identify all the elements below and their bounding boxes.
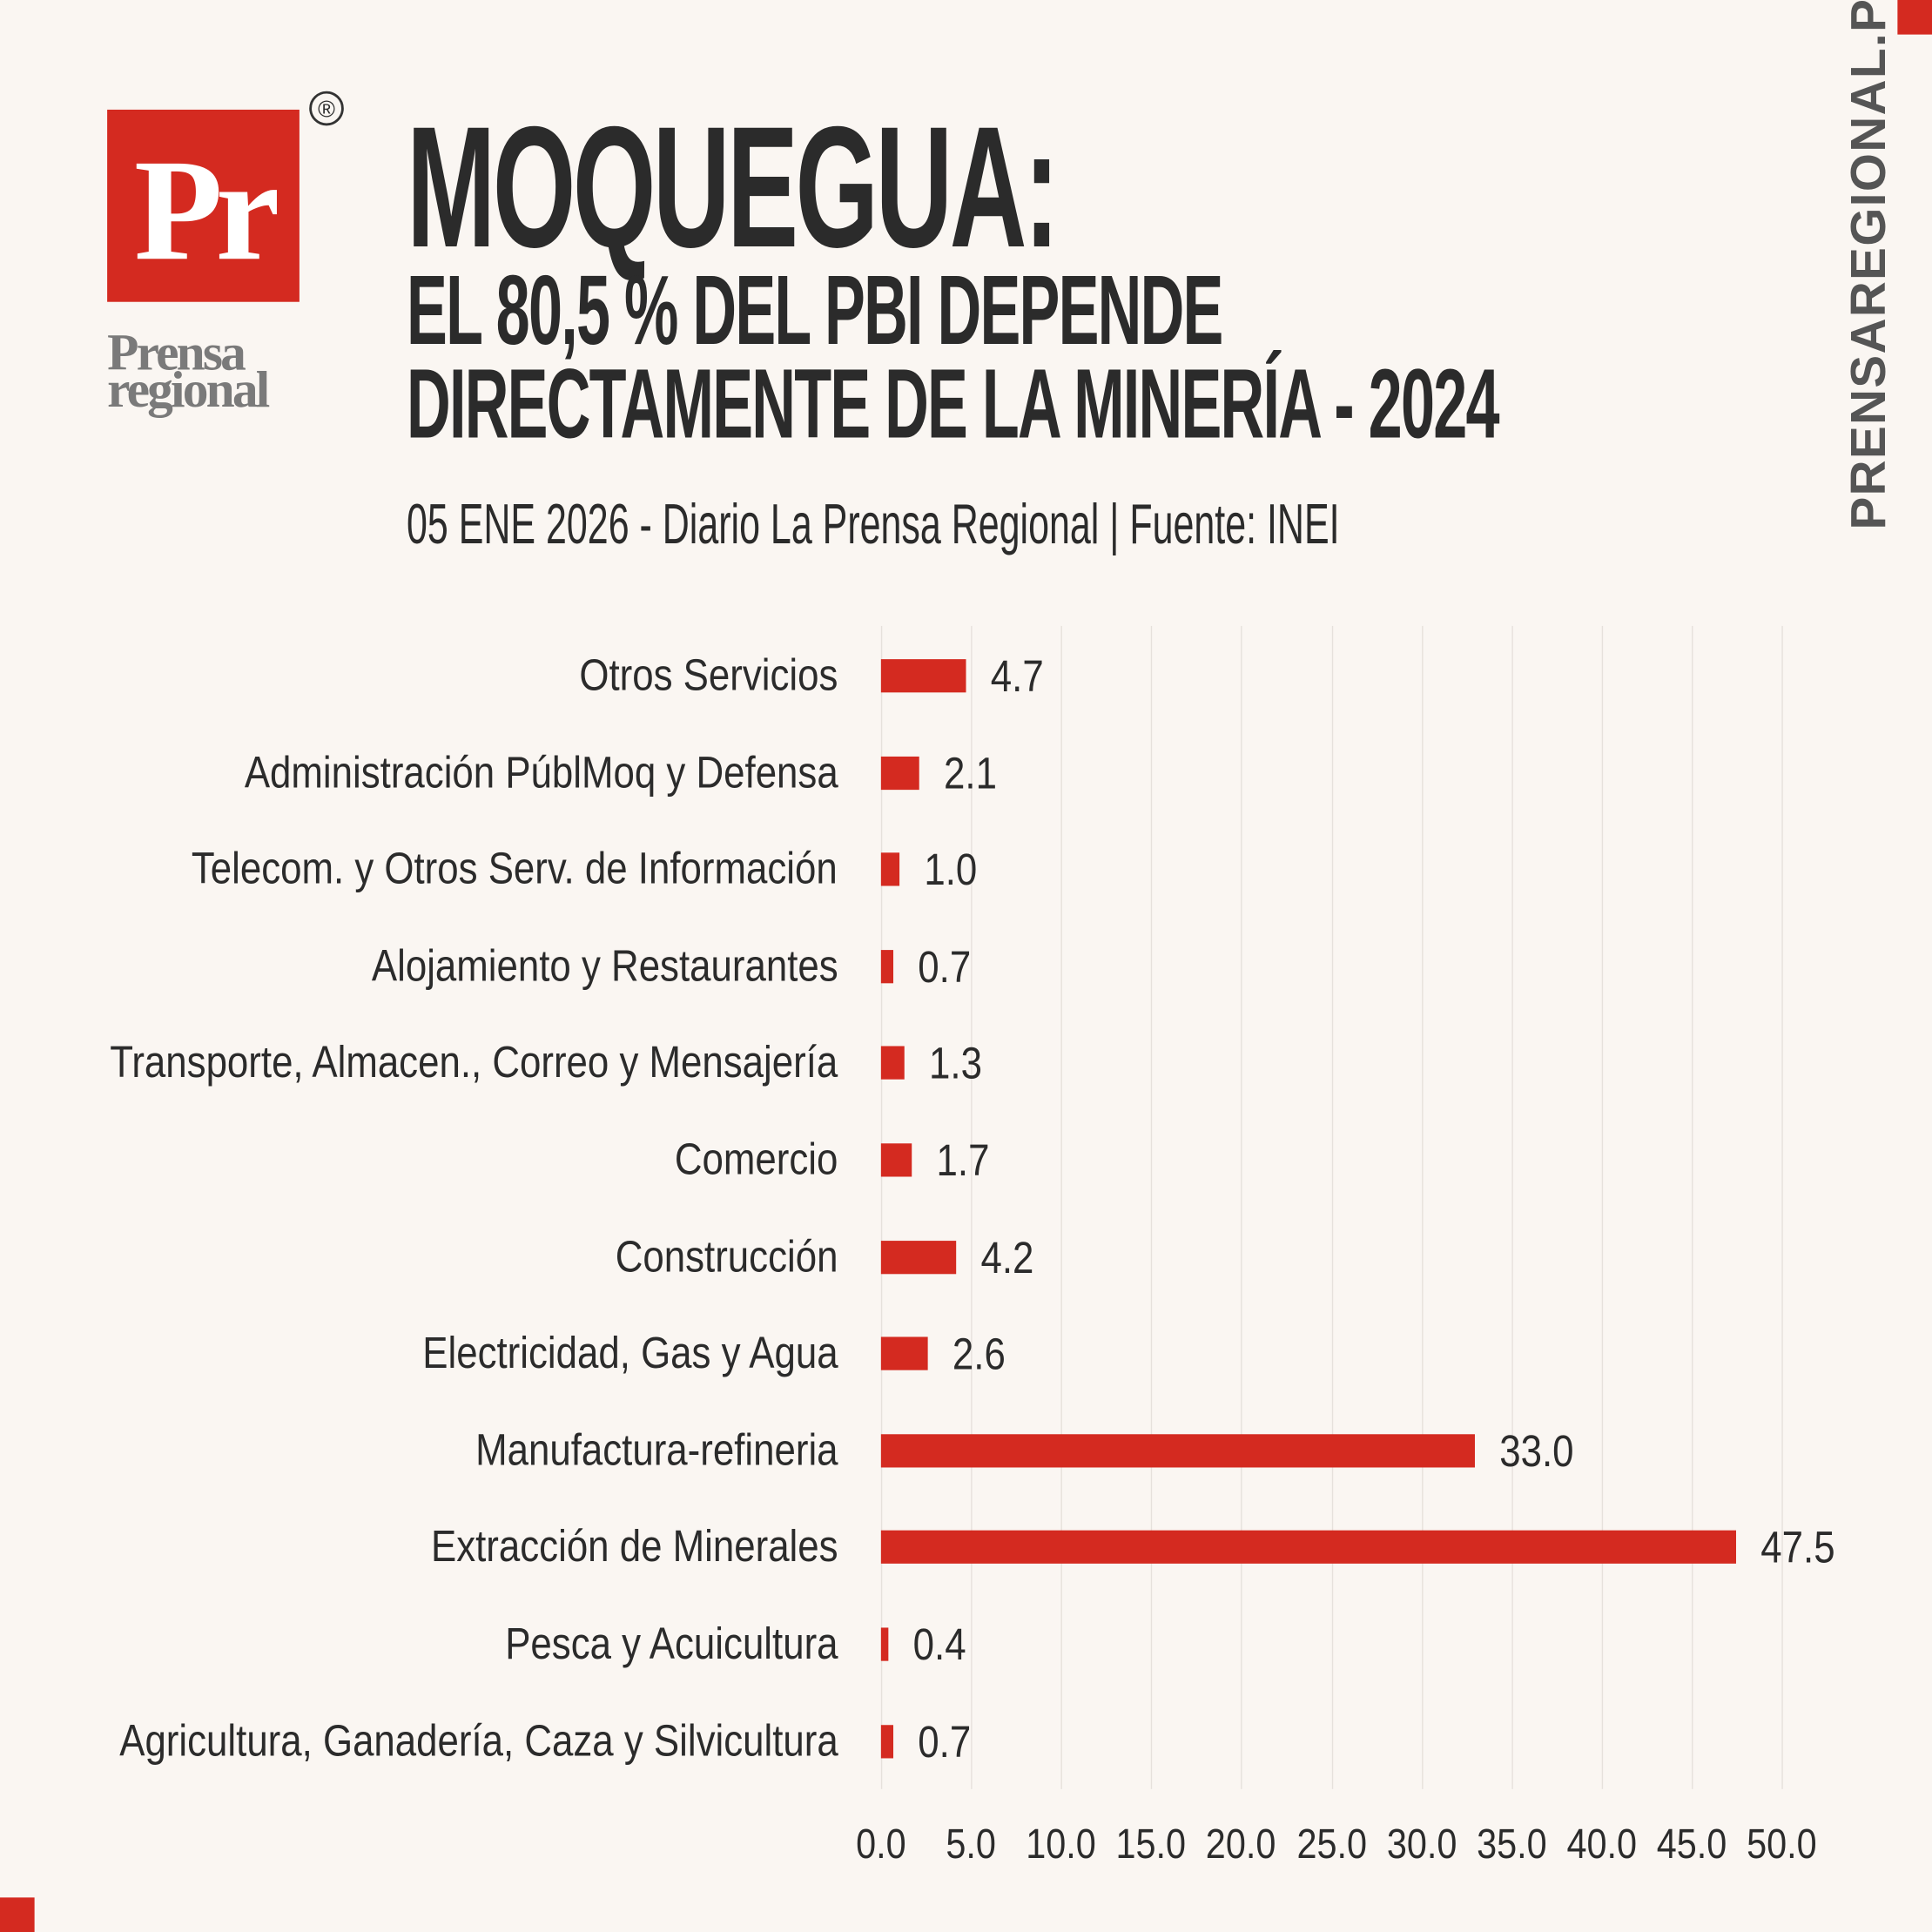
value-label: 4.7 xyxy=(990,650,1044,702)
gridline xyxy=(1601,625,1603,1789)
subtitle-line-1: EL 80,5 % DEL PBI DEPENDE xyxy=(407,254,1223,365)
category-label: Administración PúblMoq y Defensa xyxy=(244,746,838,798)
category-label: Otros Servicios xyxy=(579,649,838,700)
x-tick-label: 45.0 xyxy=(1656,1821,1727,1868)
x-tick-label: 25.0 xyxy=(1296,1821,1367,1868)
x-tick-label: 0.0 xyxy=(856,1821,906,1868)
value-label: 47.5 xyxy=(1760,1522,1836,1573)
subtitle-line-2: DIRECTAMENTE DE LA MINERÍA - 2024 xyxy=(407,348,1500,459)
bar xyxy=(880,1143,912,1177)
logo-text: Pr xyxy=(133,129,280,291)
registered-mark: ® xyxy=(309,91,344,126)
category-label: Extracción de Minerales xyxy=(430,1520,838,1572)
gridline xyxy=(1691,625,1693,1789)
gridline xyxy=(1511,625,1513,1789)
gridline xyxy=(1060,625,1063,1789)
gridline xyxy=(1781,625,1783,1789)
page-title: MOQUEGUA: xyxy=(407,90,1060,284)
bar xyxy=(880,1531,1737,1565)
value-label: 2.1 xyxy=(943,747,997,798)
category-label: Manufactura-refineria xyxy=(475,1424,838,1475)
category-label: Alojamiento y Restaurantes xyxy=(371,939,838,991)
gridline xyxy=(880,625,883,1789)
value-label: 2.6 xyxy=(952,1328,1006,1379)
bar xyxy=(880,1240,957,1274)
x-tick-label: 40.0 xyxy=(1566,1821,1637,1868)
dateline: 05 ENE 2026 - Diario La Prensa Regional … xyxy=(407,491,1340,556)
gridline xyxy=(971,625,973,1789)
value-label: 1.3 xyxy=(929,1038,982,1089)
corner-square-bottom-left xyxy=(0,1897,35,1932)
value-label: 1.7 xyxy=(936,1134,990,1186)
bar xyxy=(880,1047,905,1080)
bar xyxy=(880,1336,928,1370)
category-label: Pesca y Acuicultura xyxy=(504,1618,838,1669)
x-tick-label: 20.0 xyxy=(1206,1821,1276,1868)
value-label: 0.4 xyxy=(912,1619,966,1670)
x-tick-label: 35.0 xyxy=(1476,1821,1547,1868)
category-label: Agricultura, Ganadería, Caza y Silvicult… xyxy=(118,1714,838,1766)
gridline xyxy=(1421,625,1423,1789)
x-tick-label: 5.0 xyxy=(946,1821,997,1868)
category-label: Transporte, Almacen., Correo y Mensajerí… xyxy=(110,1036,838,1087)
bar xyxy=(880,1724,894,1758)
x-tick-label: 50.0 xyxy=(1747,1821,1817,1868)
bar xyxy=(880,1433,1476,1468)
x-tick-label: 15.0 xyxy=(1115,1821,1187,1868)
gridline xyxy=(1151,625,1153,1789)
gridline xyxy=(1331,625,1333,1789)
bar xyxy=(880,756,919,790)
category-label: Construcción xyxy=(615,1230,838,1282)
x-tick-label: 10.0 xyxy=(1026,1821,1097,1868)
bar xyxy=(880,852,899,886)
logo: Pr xyxy=(107,109,300,302)
x-tick-label: 30.0 xyxy=(1386,1821,1457,1868)
bar xyxy=(880,1627,889,1661)
bar xyxy=(880,659,966,693)
corner-square-top-right xyxy=(1897,0,1932,35)
value-label: 4.2 xyxy=(981,1231,1034,1282)
bar xyxy=(880,949,894,984)
category-label: Telecom. y Otros Serv. de Información xyxy=(192,843,838,894)
category-label: Electricidad, Gas y Agua xyxy=(421,1327,838,1378)
category-label: Comercio xyxy=(674,1133,838,1184)
logo-wordmark: Prensa regional xyxy=(107,325,270,420)
value-label: 1.0 xyxy=(923,844,977,895)
value-label: 0.7 xyxy=(918,1715,972,1767)
value-label: 0.7 xyxy=(918,940,972,992)
value-label: 33.0 xyxy=(1499,1425,1575,1477)
